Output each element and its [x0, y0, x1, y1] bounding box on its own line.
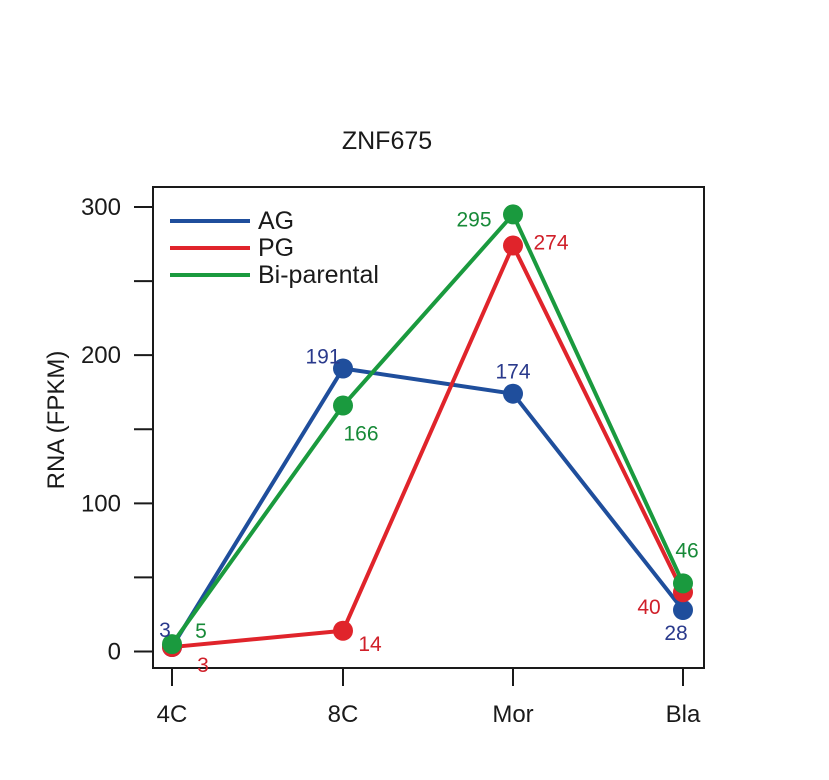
- data-label: 5: [195, 620, 207, 643]
- y-axis-title: RNA (FPKM): [43, 351, 70, 490]
- data-point: [503, 383, 523, 404]
- series-line: [171, 243, 685, 650]
- data-label: 295: [456, 208, 491, 231]
- legend-label: Bi-parental: [258, 261, 379, 289]
- data-point: [333, 620, 353, 641]
- data-point: [673, 600, 693, 621]
- y-tick-label: 300: [81, 194, 121, 221]
- series-points: [162, 204, 693, 658]
- chart-title: ZNF675: [342, 127, 432, 155]
- x-tick-label: Bla: [666, 701, 701, 728]
- data-point: [162, 634, 182, 655]
- plot-frame: [152, 186, 705, 669]
- series-line: [170, 366, 685, 649]
- legend-label: AG: [258, 207, 294, 235]
- data-label: 274: [533, 232, 568, 255]
- y-tick-label: 0: [108, 639, 121, 666]
- data-label: 28: [664, 622, 687, 645]
- data-label: 46: [675, 539, 698, 562]
- data-label: 191: [305, 346, 340, 369]
- data-label: 166: [343, 423, 378, 446]
- y-axis: 0 100 200 300: [81, 194, 153, 666]
- data-label: 3: [159, 619, 171, 642]
- legend-label: PG: [258, 234, 294, 262]
- data-point: [503, 235, 523, 256]
- series-lines: [170, 212, 685, 650]
- data-point: [333, 395, 353, 416]
- data-label: 14: [358, 633, 382, 656]
- data-point: [503, 204, 523, 225]
- x-tick-label: 8C: [328, 701, 359, 728]
- data-labels: 3 191 174 28 3 14 274 40 5 166 295 46: [159, 208, 699, 677]
- data-label: 40: [637, 596, 660, 619]
- x-axis: 4C 8C Mor Bla: [157, 668, 701, 728]
- series-line: [170, 212, 685, 646]
- data-point: [333, 358, 353, 379]
- data-label: 3: [197, 654, 209, 677]
- x-tick-label: Mor: [492, 701, 533, 728]
- y-tick-label: 100: [81, 490, 121, 517]
- y-tick-label: 200: [81, 342, 121, 369]
- data-point: [673, 573, 693, 594]
- x-tick-label: 4C: [157, 701, 188, 728]
- data-label: 174: [495, 361, 530, 384]
